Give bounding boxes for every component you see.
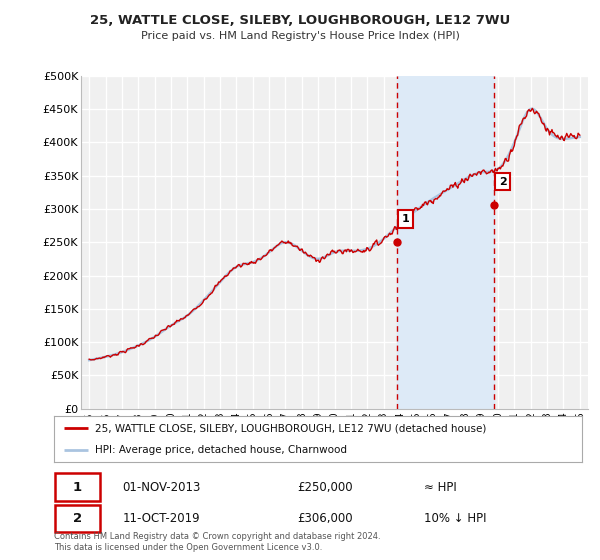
Text: 1: 1 — [73, 480, 82, 494]
Text: 1: 1 — [401, 214, 409, 224]
Text: Contains HM Land Registry data © Crown copyright and database right 2024.: Contains HM Land Registry data © Crown c… — [54, 532, 380, 541]
Text: HPI: Average price, detached house, Charnwood: HPI: Average price, detached house, Char… — [95, 445, 347, 455]
Text: This data is licensed under the Open Government Licence v3.0.: This data is licensed under the Open Gov… — [54, 543, 322, 552]
Text: Price paid vs. HM Land Registry's House Price Index (HPI): Price paid vs. HM Land Registry's House … — [140, 31, 460, 41]
Text: 25, WATTLE CLOSE, SILEBY, LOUGHBOROUGH, LE12 7WU (detached house): 25, WATTLE CLOSE, SILEBY, LOUGHBOROUGH, … — [95, 423, 487, 433]
Text: 01-NOV-2013: 01-NOV-2013 — [122, 480, 201, 494]
FancyBboxPatch shape — [55, 473, 100, 501]
Text: £250,000: £250,000 — [297, 480, 353, 494]
Text: 2: 2 — [499, 176, 506, 186]
Text: 10% ↓ HPI: 10% ↓ HPI — [424, 512, 486, 525]
Text: 2: 2 — [73, 512, 82, 525]
Text: 25, WATTLE CLOSE, SILEBY, LOUGHBOROUGH, LE12 7WU: 25, WATTLE CLOSE, SILEBY, LOUGHBOROUGH, … — [90, 14, 510, 27]
FancyBboxPatch shape — [55, 505, 100, 533]
Bar — [397, 76, 494, 409]
Text: £306,000: £306,000 — [297, 512, 353, 525]
Text: 11-OCT-2019: 11-OCT-2019 — [122, 512, 200, 525]
Text: ≈ HPI: ≈ HPI — [424, 480, 457, 494]
